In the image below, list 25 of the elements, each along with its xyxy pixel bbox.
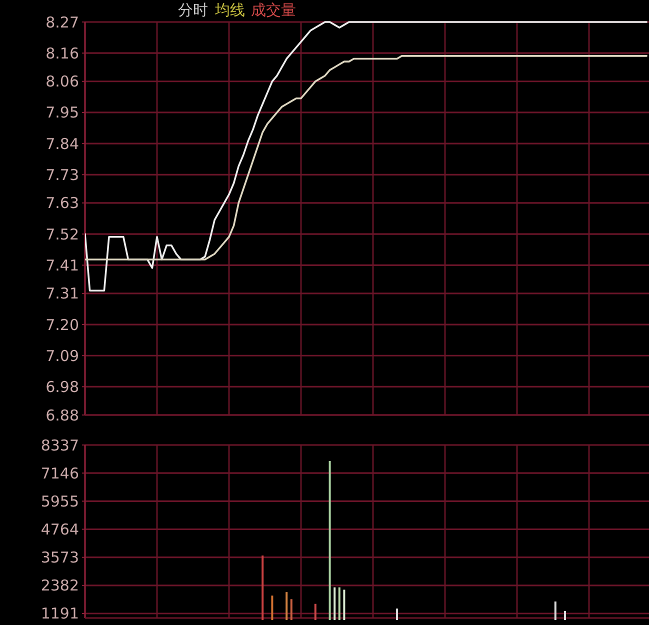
- y-tick-label: 8.06: [46, 72, 79, 91]
- y-tick-label: 4764: [40, 520, 79, 538]
- y-tick-label: 8337: [40, 436, 79, 454]
- y-tick-label: 7.84: [46, 134, 79, 153]
- y-tick-label: 7.95: [46, 104, 79, 122]
- y-tick-label: 6.88: [46, 406, 79, 424]
- y-tick-label: 7.41: [46, 256, 79, 274]
- y-tick-label: 7.20: [46, 316, 79, 334]
- y-tick-label: 8.27: [46, 13, 79, 32]
- text: 成交量: [251, 1, 296, 19]
- text: 均线: [214, 1, 245, 19]
- y-tick-label: 1191: [40, 604, 79, 623]
- y-tick-label: 2382: [40, 576, 79, 595]
- y-tick-label: 5955: [40, 492, 79, 510]
- y-tick-label: 7.73: [46, 166, 79, 184]
- y-tick-label: 7146: [40, 464, 79, 482]
- chart-title: 分时: [178, 1, 208, 19]
- y-tick-label: 7.31: [46, 284, 79, 303]
- y-tick-label: 7.63: [46, 194, 79, 212]
- y-tick-label: 8.16: [46, 44, 79, 62]
- y-tick-label: 7.09: [46, 346, 79, 365]
- y-tick-label: 3573: [40, 548, 79, 567]
- y-tick-label: 7.52: [46, 225, 79, 244]
- line-series: [85, 55, 648, 260]
- y-tick-label: 6.98: [46, 378, 79, 396]
